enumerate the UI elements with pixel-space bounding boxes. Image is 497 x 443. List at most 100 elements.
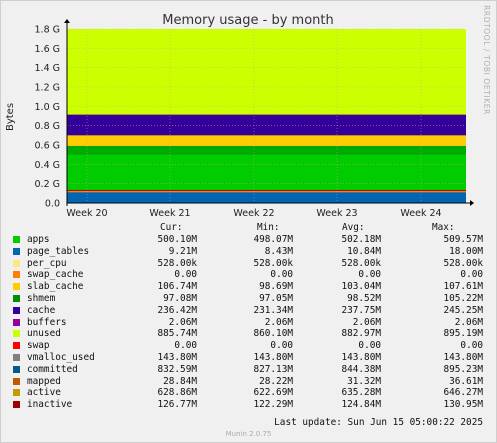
legend-swatch [13,259,20,267]
legend-value-max: 528.00k [443,257,483,269]
legend-value-cur: 106.74M [157,281,197,293]
legend-swatch [13,283,20,291]
band-page_tables [67,192,466,203]
x-tick-label: Week 21 [149,208,190,219]
y-tick-label: 0.2 G [35,179,61,190]
legend-value-min: 122.29M [253,399,293,411]
legend-swatch [13,401,20,409]
legend-series-name: vmalloc_used [27,352,95,363]
last-update: Last update: Sun Jun 15 05:00:22 2025 [274,417,483,428]
munin-version: Munin 2.0.75 [225,430,272,438]
column-header-avg: Avg: [342,222,365,233]
legend-value-max: 143.80M [443,352,483,363]
y-tick-label: 1.4 G [35,63,61,74]
legend-value-avg: 103.04M [341,281,381,293]
legend-value-max: 105.22M [443,293,483,304]
legend-value-min: 143.80M [253,352,293,363]
legend-value-max: 130.95M [443,399,483,411]
legend-row-buffers: buffers 2.06M 2.06M 2.06M 2.06M [0,317,497,329]
y-axis-label: Bytes [5,103,16,131]
legend-value-avg: 502.18M [341,234,381,245]
legend-swatch [13,306,20,314]
legend-swatch [13,365,20,373]
x-tick-label: Week 20 [66,208,107,219]
legend-swatch [13,247,20,255]
y-tick-label: 0.0 [45,199,60,210]
legend-row-page_tables: page_tables 9.21M 8.43M 10.84M 18.00M [0,246,497,258]
legend-value-max: 18.00M [449,245,483,257]
legend-value-cur: 126.77M [157,399,197,411]
legend-swatch [13,295,20,302]
legend-swatch [13,389,20,397]
legend-value-max: 107.61M [443,281,483,293]
legend-series-name: swap_cache [27,269,84,281]
legend-value-min: 827.13M [253,363,293,375]
y-tick-label: 0.8 G [35,121,61,132]
legend-row-active: active 628.86M 622.69M 635.28M 646.27M [0,387,497,399]
legend-value-cur: 0.00 [174,340,197,352]
legend-value-max: 895.23M [443,363,483,375]
legend-series-name: swap [27,340,50,352]
legend-row-swap_cache: swap_cache 0.00 0.00 0.00 0.00 [0,269,497,281]
legend-series-name: active [27,387,61,399]
legend-series-name: shmem [27,293,56,304]
legend-series-name: cache [27,304,56,316]
legend-value-cur: 885.74M [157,328,197,340]
column-header-min: Min: [257,222,280,233]
y-tick-label: 0.6 G [35,141,61,152]
legend-value-min: 528.00k [253,257,293,269]
legend-value-avg: 635.28M [341,387,381,399]
legend-value-min: 8.43M [264,245,293,257]
legend-series-name: committed [27,363,78,375]
legend-value-avg: 124.84M [341,399,381,411]
legend-value-avg: 528.00k [341,257,381,269]
x-axis-arrow [470,200,474,206]
legend-row-swap: swap 0.00 0.00 0.00 0.00 [0,340,497,352]
y-tick-label: 1.2 G [35,83,61,94]
legend-value-max: 509.57M [443,234,483,245]
legend-value-avg: 237.75M [341,304,381,316]
legend-row-inactive: inactive 126.77M 122.29M 124.84M 130.95M [0,399,497,411]
legend-series-name: page_tables [27,245,90,257]
legend-value-avg: 0.00 [358,340,381,352]
legend-value-min: 860.10M [253,328,293,340]
legend-value-min: 98.69M [259,281,293,293]
legend-series-name: apps [27,234,50,245]
y-axis-arrow [64,19,70,23]
y-tick-label: 1.8 G [35,25,61,36]
legend-row-apps: apps 500.10M 498.07M 502.18M 509.57M [0,234,497,246]
legend-value-cur: 528.00k [157,257,197,269]
legend-row-committed: committed 832.59M 827.13M 844.38M 895.23M [0,364,497,376]
legend-value-cur: 500.10M [157,234,197,245]
column-header-max: Max: [432,222,455,233]
legend-value-max: 0.00 [460,340,483,352]
memory-chart: Memory usage - by month Bytes RRDTOOL / … [5,5,491,219]
x-tick-label: Week 23 [316,208,357,219]
legend-value-cur: 236.42M [157,304,197,316]
y-tick-label: 1.0 G [35,102,61,113]
legend-value-avg: 844.38M [341,363,381,375]
legend-swatch [13,377,20,385]
column-header-cur: Cur: [160,222,183,233]
legend-value-avg: 10.84M [347,245,381,257]
legend-swatch [13,271,20,279]
legend-row-slab_cache: slab_cache 106.74M 98.69M 103.04M 107.61M [0,281,497,293]
y-tick-label: 1.6 G [35,44,61,55]
legend-value-avg: 882.97M [341,328,381,340]
chart-title: Memory usage - by month [162,13,333,28]
legend-value-avg: 143.80M [341,352,381,363]
legend-value-cur: 28.84M [163,375,197,387]
legend-series-name: mapped [27,375,61,387]
legend-value-min: 0.00 [270,340,293,352]
legend-value-min: 2.06M [264,316,293,328]
legend-value-avg: 2.06M [352,316,381,328]
x-tick-label: Week 24 [400,208,441,219]
legend-value-min: 0.00 [270,269,293,281]
legend-value-max: 0.00 [460,269,483,281]
y-tick-label: 0.4 G [35,160,61,171]
legend-value-cur: 628.86M [157,387,197,399]
legend-row-cache: cache 236.42M 231.34M 237.75M 245.25M [0,305,497,317]
legend-series-name: buffers [27,316,67,328]
legend-value-avg: 98.52M [347,293,381,304]
x-tick-label: Week 22 [233,208,274,219]
